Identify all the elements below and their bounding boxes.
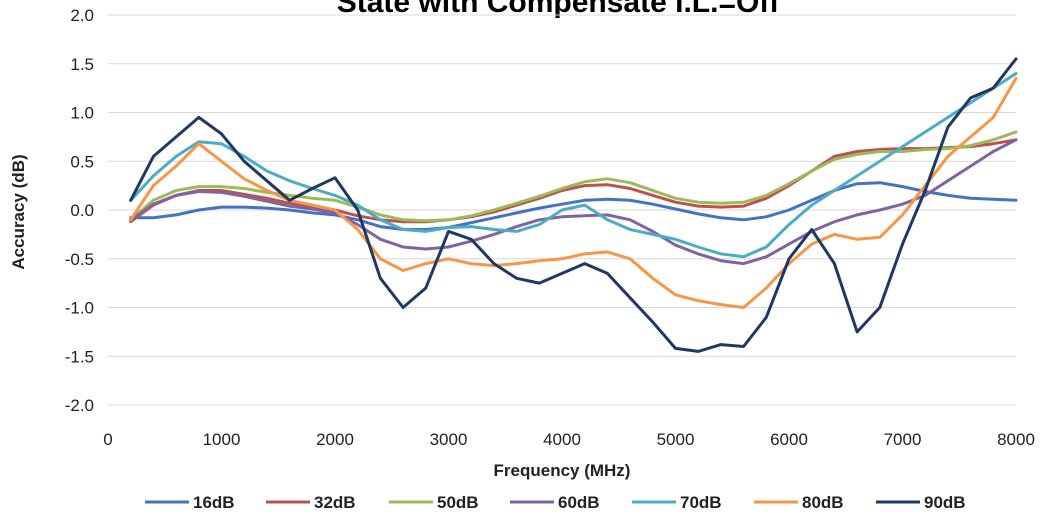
y-tick-label: -0.5 <box>65 250 94 269</box>
series-line-80dB <box>129 76 1018 309</box>
y-tick-label: -1.0 <box>65 299 94 318</box>
x-tick-label: 7000 <box>884 430 922 449</box>
legend-label-60dB: 60dB <box>558 493 600 512</box>
x-tick-label: 4000 <box>543 430 581 449</box>
y-axis-ticks: 2.0 1.5 1.0 0.5 0.0 -0.5 -1.0 -1.5 -2.0 <box>65 6 94 415</box>
legend-label-32dB: 32dB <box>314 493 356 512</box>
series-line-32dB <box>129 138 1018 224</box>
y-axis-title: Accuracy (dB) <box>9 154 28 269</box>
x-tick-label: 3000 <box>430 430 468 449</box>
series-lines <box>129 57 1018 353</box>
x-tick-label: 8000 <box>997 430 1035 449</box>
y-tick-label: -1.5 <box>65 347 94 366</box>
y-tick-label: 2.0 <box>70 6 94 25</box>
y-tick-label: 0.5 <box>70 152 94 171</box>
series-line-16dB <box>129 181 1018 231</box>
x-tick-label: 0 <box>103 430 112 449</box>
x-axis-ticks: 0 1000 2000 3000 4000 5000 6000 7000 8000 <box>103 430 1035 449</box>
chart-title: State with Compensate I.L.=Off <box>337 0 781 19</box>
legend-label-80dB: 80dB <box>802 493 844 512</box>
y-tick-label: 1.5 <box>70 55 94 74</box>
legend-label-70dB: 70dB <box>680 493 722 512</box>
y-tick-label: 0.0 <box>70 201 94 220</box>
series-line-90dB <box>129 57 1018 353</box>
legend-label-50dB: 50dB <box>437 493 479 512</box>
x-axis-title: Frequency (MHz) <box>494 461 631 480</box>
series-line-70dB <box>129 72 1018 259</box>
legend: 16dB 32dB 50dB 60dB 70dB 80dB 90dB <box>145 493 966 512</box>
x-tick-label: 5000 <box>657 430 695 449</box>
x-tick-label: 1000 <box>203 430 241 449</box>
legend-label-90dB: 90dB <box>924 493 966 512</box>
y-tick-label: -2.0 <box>65 396 94 415</box>
series-line-60dB <box>129 138 1018 266</box>
legend-label-16dB: 16dB <box>193 493 235 512</box>
x-tick-label: 2000 <box>316 430 354 449</box>
y-tick-label: 1.0 <box>70 104 94 123</box>
x-tick-label: 6000 <box>770 430 808 449</box>
